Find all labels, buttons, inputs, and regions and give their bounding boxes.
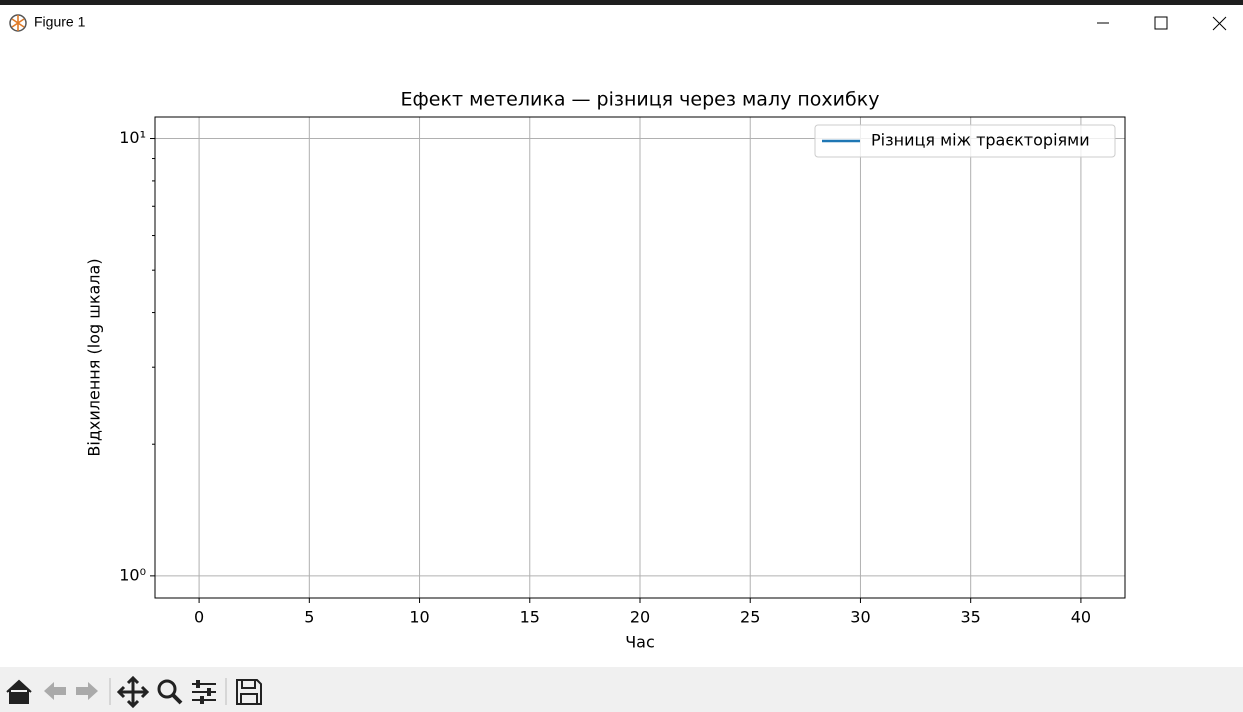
zoom-button-handle bbox=[171, 693, 183, 705]
y-axis-label: Відхилення (log шкала) bbox=[85, 258, 104, 456]
window-title: Figure 1 bbox=[34, 14, 86, 30]
x-tick-label: 35 bbox=[961, 608, 981, 627]
axes-frame bbox=[154, 116, 1126, 599]
x-tick-label: 10 bbox=[409, 608, 429, 627]
x-tick-label: 20 bbox=[630, 608, 650, 627]
x-tick-label: 0 bbox=[194, 608, 204, 627]
x-tick-label: 40 bbox=[1071, 608, 1091, 627]
home-button[interactable] bbox=[6, 679, 32, 704]
y-tick-label: 10⁰ bbox=[119, 565, 146, 584]
toolbar bbox=[0, 667, 1243, 712]
pan-button[interactable] bbox=[116, 675, 150, 709]
title-bar bbox=[0, 5, 1243, 45]
legend-box bbox=[814, 124, 1116, 158]
x-tick-label: 30 bbox=[850, 608, 870, 627]
x-tick-label: 5 bbox=[304, 608, 314, 627]
background-editor-strip bbox=[0, 0, 1243, 5]
save-button[interactable] bbox=[236, 679, 262, 705]
app-icon-glyph bbox=[11, 15, 25, 31]
x-tick-label: 15 bbox=[520, 608, 540, 627]
y-tick-label: 10¹ bbox=[119, 128, 146, 147]
chart-title: Ефект метелика — різниця через малу похи… bbox=[401, 89, 880, 111]
forward-button[interactable] bbox=[76, 682, 98, 700]
x-tick-label: 25 bbox=[740, 608, 760, 627]
x-axis-label: Час bbox=[625, 633, 655, 652]
close-button[interactable] bbox=[1212, 16, 1227, 31]
zoom-button[interactable] bbox=[157, 679, 177, 699]
back-button[interactable] bbox=[44, 682, 66, 700]
configure-button-sliders bbox=[196, 680, 211, 704]
figure: Ефект метелика — різниця через малу похи… bbox=[85, 89, 1126, 652]
maximize-button[interactable] bbox=[1154, 16, 1168, 30]
legend-label: Різниця між траєкторіями bbox=[871, 131, 1090, 150]
